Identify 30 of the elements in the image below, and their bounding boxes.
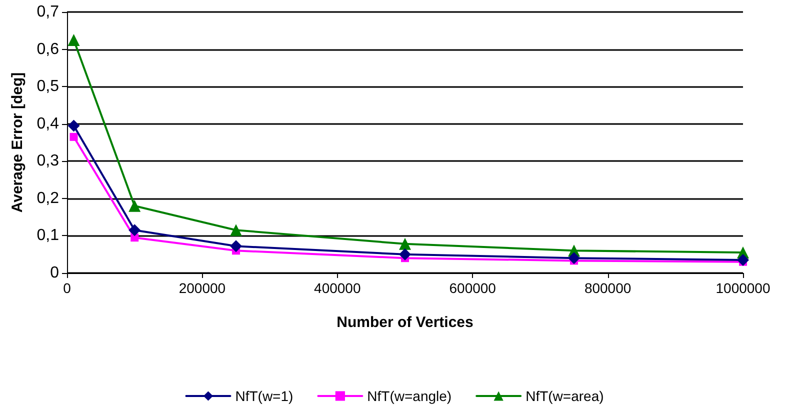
- point: [70, 132, 78, 141]
- x-tick-label: 0: [63, 280, 72, 296]
- legend-label: NfT(w=area): [526, 388, 604, 404]
- point: [128, 224, 141, 236]
- point: [128, 200, 141, 212]
- x-axis-title: Number of Vertices: [336, 314, 474, 331]
- point: [230, 240, 242, 252]
- x-tick-label: 600000: [449, 280, 496, 296]
- point: [68, 34, 80, 46]
- y-tick-label: 0,6: [36, 40, 60, 58]
- x-tick-label: 400000: [314, 280, 361, 296]
- y-tick-label: 0,7: [36, 4, 60, 20]
- y-tick-label: 0,3: [36, 152, 60, 170]
- y-axis-title: Average Error [deg]: [9, 72, 26, 213]
- y-tick-label: 0,4: [36, 115, 60, 132]
- y-tick-label: 0: [50, 264, 60, 282]
- x-tick-label: 200000: [178, 280, 226, 296]
- x-tick-label: 1000000: [716, 280, 770, 296]
- point: [68, 120, 80, 132]
- point: [737, 254, 749, 266]
- legend-label: NfT(w=angle): [367, 388, 452, 404]
- y-tick-label: 0,2: [36, 190, 60, 207]
- y-tick-label: 0,5: [36, 78, 60, 96]
- legend-label: NfT(w=1): [235, 388, 294, 404]
- point: [399, 248, 411, 260]
- x-tick-label: 800000: [584, 280, 632, 296]
- point: [568, 252, 580, 264]
- y-tick-label: 0,1: [36, 227, 60, 244]
- point: [399, 238, 411, 250]
- point: [230, 224, 242, 236]
